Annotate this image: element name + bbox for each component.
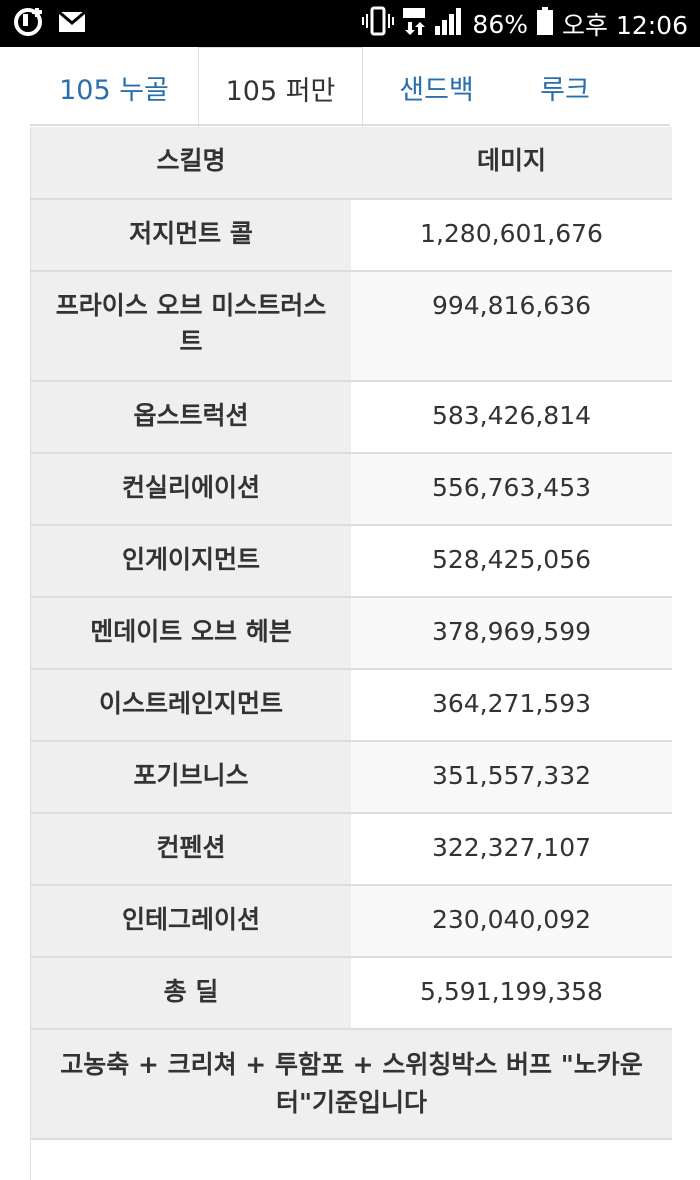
tab-sandbag[interactable]: 샌드백 [399,74,474,106]
skill-damage: 556,763,453 [351,454,672,524]
skill-name: 멘데이트 오브 헤븐 [31,598,351,668]
table-row: 프라이스 오브 미스트러스트 994,816,636 [31,272,672,382]
battery-icon [536,6,554,42]
skill-name: 옵스트럭션 [31,382,351,452]
table-next-row-partial [31,1140,672,1180]
skill-name: 컨실리에이션 [31,454,351,524]
table-row: 포기브니스 351,557,332 [31,742,672,814]
skill-name: 인게이지먼트 [31,526,351,596]
signal-icon [434,6,464,42]
skill-damage: 230,040,092 [351,886,672,956]
skill-damage: 583,426,814 [351,382,672,452]
u-plus-logo-icon [14,7,44,40]
skill-name: 인테그레이션 [31,886,351,956]
skill-damage: 994,816,636 [351,272,672,380]
skill-damage: 528,425,056 [351,526,672,596]
table-row: 저지먼트 콜 1,280,601,676 [31,200,672,272]
tab-divider [30,124,670,126]
vibrate-icon [362,6,395,42]
table-row: 멘데이트 오브 헤븐 378,969,599 [31,598,672,670]
tab-bar: 105 누골 105 퍼만 샌드백 루크 [0,47,700,128]
tab-rook[interactable]: 루크 [540,74,590,106]
total-damage: 5,591,199,358 [351,958,672,1028]
skill-name: 포기브니스 [31,742,351,812]
skill-damage: 364,271,593 [351,670,672,740]
skill-name: 프라이스 오브 미스트러스트 [31,272,351,380]
damage-table: 스킬명 데미지 저지먼트 콜 1,280,601,676 프라이스 오브 미스트… [30,127,672,1180]
skill-name: 저지먼트 콜 [31,200,351,270]
skill-name: 이스트레인지먼트 [31,670,351,740]
table-header-row: 스킬명 데미지 [31,127,672,200]
header-damage: 데미지 [351,127,672,198]
table-row: 옵스트럭션 583,426,814 [31,382,672,454]
battery-percent: 86% [472,9,528,39]
data-4g-icon [402,6,426,42]
table-row: 컨실리에이션 556,763,453 [31,454,672,526]
table-row-total: 총 딜 5,591,199,358 [31,958,672,1030]
header-skill-name: 스킬명 [31,127,351,198]
total-label: 총 딜 [31,958,351,1028]
tab-105-perman[interactable]: 105 퍼만 [198,47,363,128]
skill-damage: 351,557,332 [351,742,672,812]
table-footnote: 고농축 + 크리쳐 + 투함포 + 스위칭박스 버프 "노카운터"기준입니다 [31,1030,672,1140]
skill-damage: 322,327,107 [351,814,672,884]
mail-icon [58,10,86,37]
table-row: 인게이지먼트 528,425,056 [31,526,672,598]
table-row: 컨펜션 322,327,107 [31,814,672,886]
clock: 오후 12:06 [562,11,688,40]
status-bar: 86% 오후 12:06 [0,0,700,47]
skill-damage: 378,969,599 [351,598,672,668]
skill-damage: 1,280,601,676 [351,200,672,270]
table-row: 인테그레이션 230,040,092 [31,886,672,958]
skill-name: 컨펜션 [31,814,351,884]
tab-105-nugol[interactable]: 105 누골 [59,74,169,106]
table-row: 이스트레인지먼트 364,271,593 [31,670,672,742]
